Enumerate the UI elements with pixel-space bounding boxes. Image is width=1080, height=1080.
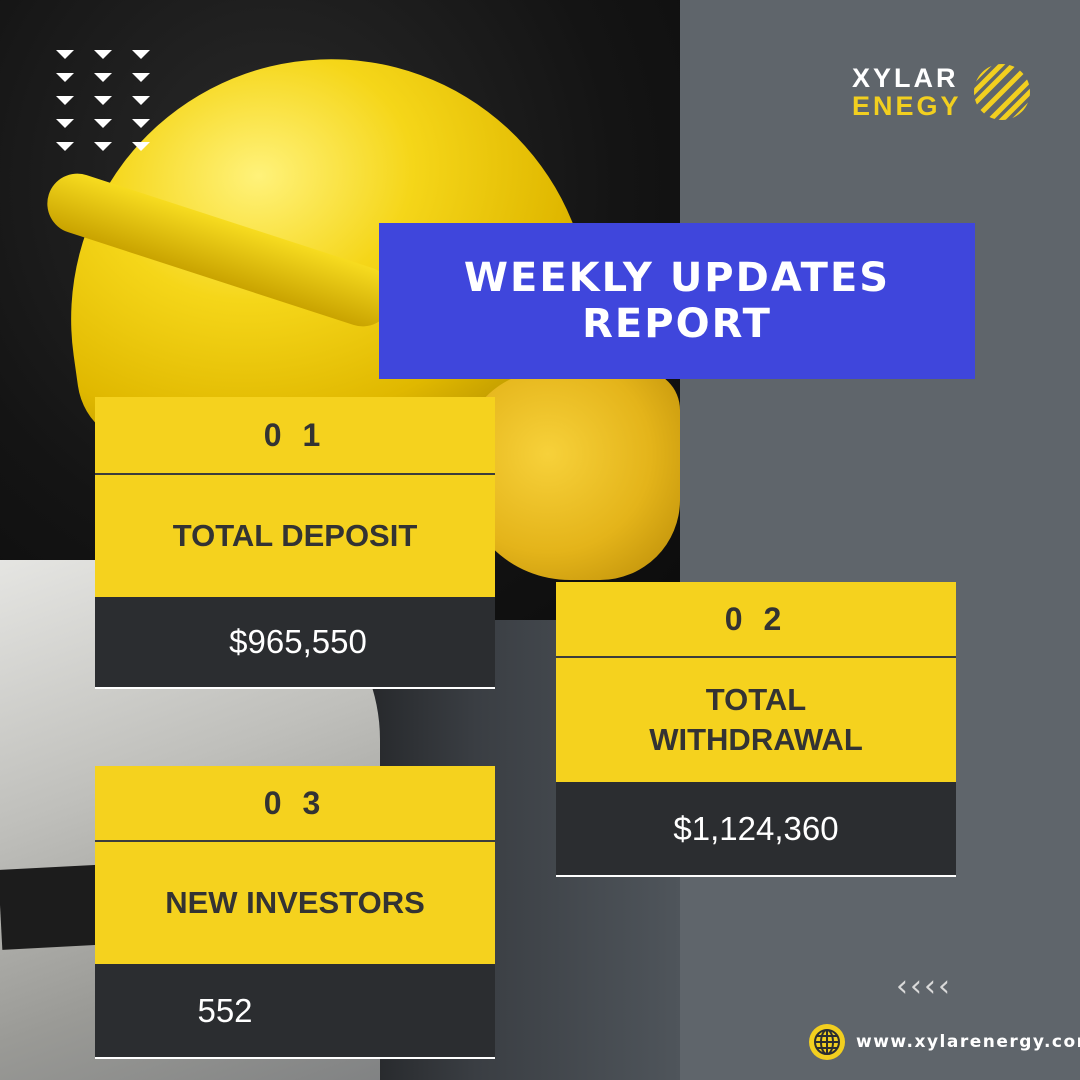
down-triangle-icon — [132, 50, 150, 59]
down-triangle-icon — [132, 142, 150, 151]
title-line1: WEEKLY UPDATES — [463, 255, 891, 301]
striped-circle-logo-icon — [973, 64, 1030, 120]
brand-logo: XYLAR ENEGY — [852, 62, 1032, 122]
card-value: $965,550 — [95, 597, 495, 689]
brand-name-line1: XYLAR — [852, 62, 959, 93]
website-footer[interactable]: www.xylarenergy.com — [808, 1023, 1080, 1061]
card-number: 0 1 — [95, 397, 495, 475]
card-label-line1: TOTAL — [705, 681, 807, 717]
down-triangle-icon — [56, 73, 74, 82]
card-value-text: $965,550 — [229, 623, 367, 660]
down-triangle-icon — [94, 96, 112, 105]
down-triangle-icon — [94, 142, 112, 151]
card-value-text: 552 — [197, 991, 253, 1029]
chevron-left-icon: ‹ — [910, 969, 922, 1004]
down-triangle-icon — [56, 50, 74, 59]
down-triangle-icon — [132, 119, 150, 128]
card-value-text: $1,124,360 — [673, 809, 839, 847]
chevron-decoration: ‹ ‹ ‹ ‹ — [896, 972, 950, 1002]
work-glove-image — [460, 370, 680, 580]
card-label: TOTAL DEPOSIT — [95, 475, 495, 597]
stat-card-new-investors: 0 3 NEW INVESTORS 552 — [95, 766, 495, 1059]
card-value: $1,124,360 — [556, 782, 956, 877]
website-link[interactable]: www.xylarenergy.com — [856, 1032, 1080, 1052]
down-triangle-icon — [132, 73, 150, 82]
down-triangle-icon — [56, 96, 74, 105]
down-triangle-icon — [94, 119, 112, 128]
stat-card-total-withdrawal: 0 2 TOTAL WITHDRAWAL $1,124,360 — [556, 582, 956, 877]
down-triangle-icon — [56, 142, 74, 151]
card-number: 0 2 — [556, 582, 956, 658]
title-banner: WEEKLY UPDATES REPORT — [379, 223, 975, 379]
card-label: NEW INVESTORS — [95, 842, 495, 964]
card-label-line2: WITHDRAWAL — [649, 722, 863, 757]
down-triangle-icon — [132, 96, 150, 105]
right-gray-panel — [680, 0, 1080, 1080]
arrow-pattern — [56, 50, 150, 151]
down-triangle-icon — [94, 73, 112, 82]
card-label: TOTAL WITHDRAWAL — [556, 658, 956, 782]
brand-wordmark: XYLAR ENEGY — [852, 62, 962, 121]
chevron-left-icon: ‹ — [896, 969, 908, 1004]
title-line2: REPORT — [582, 301, 772, 347]
down-triangle-icon — [56, 119, 74, 128]
card-value: 552 — [95, 964, 495, 1059]
card-number: 0 3 — [95, 766, 495, 842]
chevron-left-icon: ‹ — [938, 969, 950, 1004]
globe-icon — [809, 1024, 845, 1060]
brand-name-line2: ENEGY — [852, 91, 962, 121]
chevron-left-icon: ‹ — [924, 969, 936, 1004]
stat-card-total-deposit: 0 1 TOTAL DEPOSIT $965,550 — [95, 397, 495, 689]
down-triangle-icon — [94, 50, 112, 59]
